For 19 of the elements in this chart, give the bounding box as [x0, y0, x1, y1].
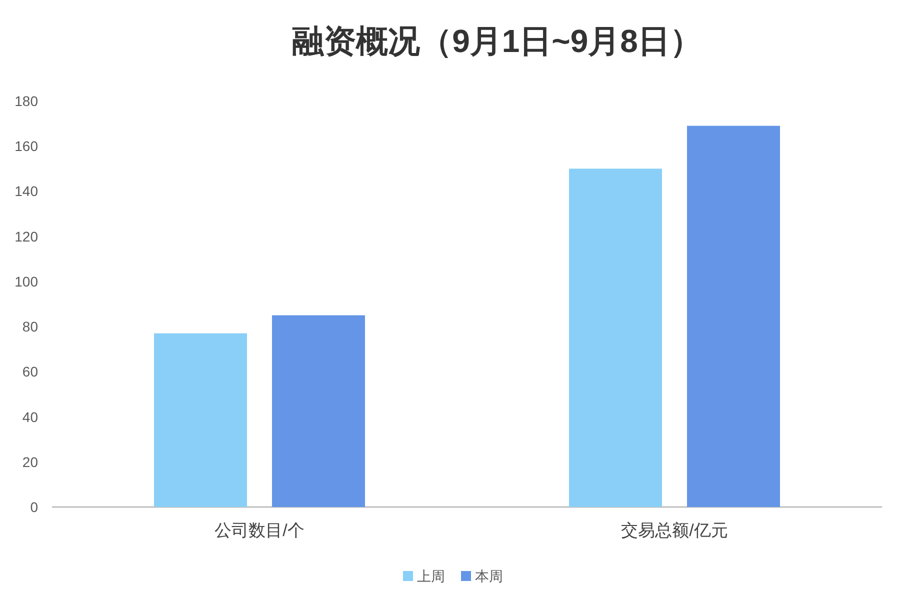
y-tick-label: 180 — [14, 93, 38, 109]
y-tick-label: 160 — [14, 138, 38, 154]
x-tick-label: 交易总额/亿元 — [621, 521, 728, 540]
y-tick-label: 120 — [14, 228, 38, 244]
y-tick-label: 80 — [22, 318, 38, 335]
legend-label: 上周 — [417, 568, 445, 584]
y-tick-label: 40 — [22, 408, 38, 425]
x-tick-label: 公司数目/个 — [214, 521, 304, 540]
y-tick-label: 0 — [30, 499, 38, 515]
bar — [272, 315, 365, 507]
bar — [569, 168, 662, 507]
bar — [687, 126, 780, 507]
chart-title: 融资概况（9月1日~9月8日） — [292, 23, 702, 59]
legend-label: 本周 — [475, 568, 503, 584]
y-tick-label: 140 — [14, 183, 38, 200]
bar — [154, 333, 247, 507]
y-tick-label: 100 — [14, 273, 38, 290]
y-tick-label: 60 — [22, 364, 38, 380]
y-tick-label: 20 — [22, 454, 38, 470]
